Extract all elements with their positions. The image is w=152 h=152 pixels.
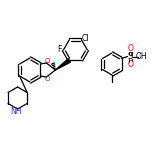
Text: O: O (128, 44, 133, 53)
Text: Cl: Cl (82, 34, 89, 43)
Text: O: O (45, 76, 50, 82)
Text: F: F (57, 45, 62, 54)
Polygon shape (55, 59, 71, 70)
Text: OH: OH (136, 52, 147, 61)
Text: NH: NH (10, 107, 21, 116)
Text: S: S (128, 52, 133, 61)
Text: O: O (128, 60, 133, 69)
Text: O: O (45, 58, 50, 64)
